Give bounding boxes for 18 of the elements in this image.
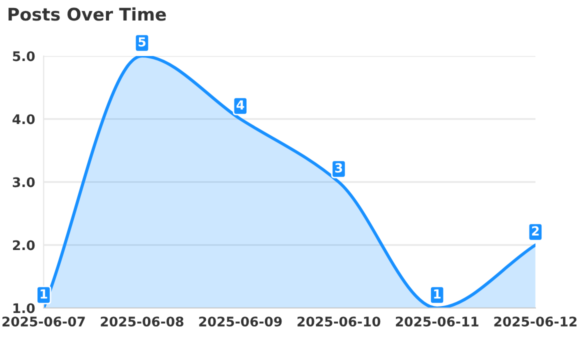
x-tick-label: 2025-06-10 bbox=[298, 316, 380, 327]
data-label: 3 bbox=[335, 163, 342, 173]
x-tick-label: 2025-06-09 bbox=[199, 316, 282, 327]
x-tick-label: 2025-06-12 bbox=[494, 316, 576, 327]
data-label: 4 bbox=[236, 100, 244, 110]
y-tick-label: 1.0 bbox=[13, 303, 35, 314]
x-tick-label: 2025-06-08 bbox=[100, 316, 184, 327]
y-tick-label: 5.0 bbox=[12, 51, 35, 62]
data-label: 1 bbox=[434, 289, 441, 298]
chart-title: Posts Over Time bbox=[8, 7, 166, 21]
y-tick-label: 4.0 bbox=[12, 114, 35, 124]
y-tick-label: 2.0 bbox=[12, 240, 35, 250]
x-tick-label: 2025-06-07 bbox=[2, 316, 85, 327]
x-tick-label: 2025-06-11 bbox=[396, 316, 478, 327]
data-label: 5 bbox=[138, 37, 146, 47]
data-label: 1 bbox=[40, 289, 48, 298]
data-label: 2 bbox=[532, 226, 539, 236]
y-tick-label: 3.0 bbox=[12, 177, 35, 188]
